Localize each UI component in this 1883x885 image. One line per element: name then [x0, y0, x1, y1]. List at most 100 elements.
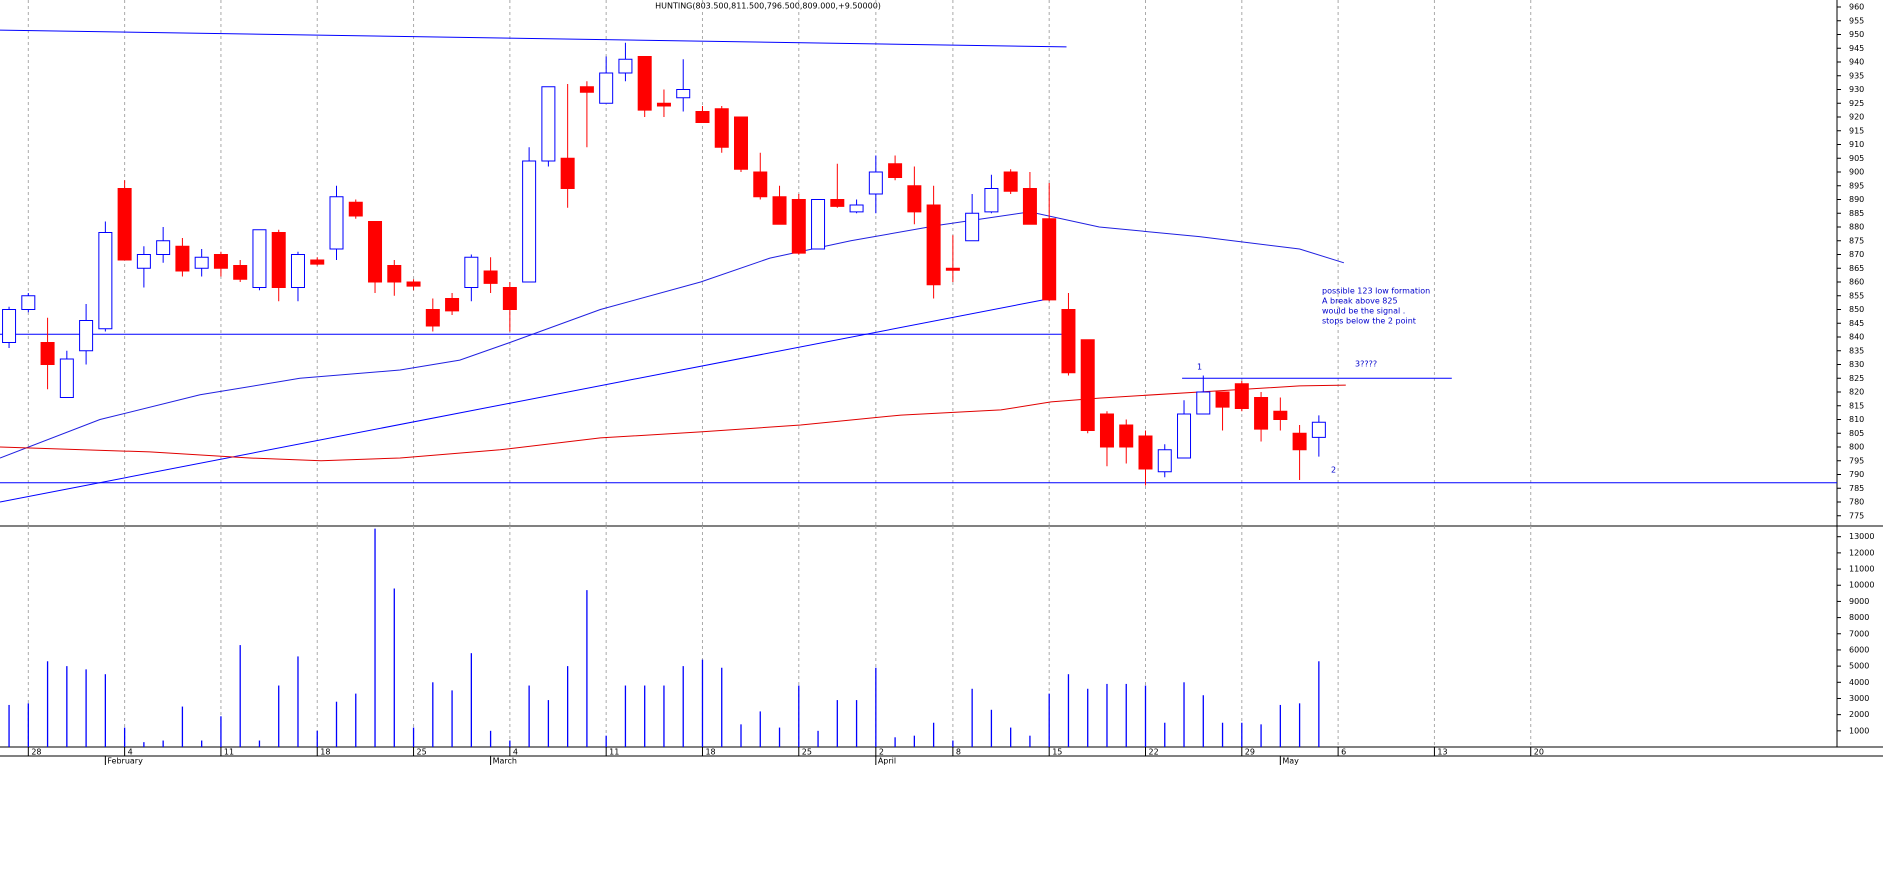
- x-tick-label: 29: [1245, 748, 1255, 757]
- candle-body: [1196, 391, 1211, 415]
- note-line: A break above 825: [1322, 297, 1398, 306]
- x-tick-label: 22: [1149, 748, 1159, 757]
- x-tick-label: 18: [705, 748, 715, 757]
- y-tick-label: 875: [1849, 236, 1864, 245]
- candle-body: [40, 342, 55, 365]
- candle-body: [811, 199, 826, 250]
- x-tick-label: 25: [802, 748, 812, 757]
- candle-body: [637, 56, 652, 111]
- candle-body: [984, 188, 999, 213]
- y-tick-label: 1000: [1849, 726, 1869, 735]
- y-tick-label: 790: [1849, 470, 1864, 479]
- x-tick-label: 18: [320, 748, 330, 757]
- y-tick-label: 940: [1849, 58, 1864, 67]
- candle-body: [618, 58, 633, 74]
- x-month-label: February: [107, 757, 143, 766]
- y-tick-label: 800: [1849, 443, 1864, 452]
- x-tick-label: 11: [224, 748, 234, 757]
- candle-body: [271, 232, 286, 288]
- x-tick-label: 2: [879, 748, 884, 757]
- y-tick-label: 8000: [1849, 613, 1869, 622]
- candle-body: [695, 111, 710, 123]
- y-tick-label: 925: [1849, 99, 1864, 108]
- y-tick-label: 840: [1849, 333, 1864, 342]
- line: [0, 29, 1067, 48]
- candle-body: [1292, 432, 1307, 451]
- y-tick-label: 905: [1849, 154, 1864, 163]
- y-tick-label: 9000: [1849, 597, 1869, 606]
- annotation: 1: [1197, 363, 1202, 372]
- annotation: 3????: [1355, 360, 1377, 369]
- y-tick-label: 825: [1849, 374, 1864, 383]
- y-tick-label: 815: [1849, 401, 1864, 410]
- x-month-label: May: [1282, 757, 1299, 766]
- candle-body: [791, 199, 806, 254]
- y-tick-label: 885: [1849, 209, 1864, 218]
- candle-body: [1042, 218, 1057, 301]
- candle-body: [136, 254, 151, 269]
- candle-body: [310, 259, 325, 265]
- candle-body: [1099, 413, 1114, 448]
- candle-body: [156, 240, 171, 255]
- x-tick-label: 20: [1534, 748, 1544, 757]
- x-month-label: April: [878, 757, 896, 766]
- candle-body: [1022, 188, 1037, 225]
- x-tick-label: 15: [1052, 748, 1062, 757]
- y-tick-label: 860: [1849, 278, 1864, 287]
- y-tick-label: 820: [1849, 388, 1864, 397]
- x-tick-label: 6: [1341, 748, 1346, 757]
- candle-body: [290, 254, 305, 288]
- y-tick-label: 7000: [1849, 629, 1869, 638]
- y-tick-label: 5000: [1849, 662, 1869, 671]
- candle-body: [329, 196, 344, 250]
- y-tick-label: 870: [1849, 250, 1864, 259]
- y-tick-label: 810: [1849, 415, 1864, 424]
- candle-body: [734, 116, 749, 170]
- candle-body: [1080, 339, 1095, 431]
- y-tick-label: 900: [1849, 168, 1864, 177]
- y-tick-label: 930: [1849, 85, 1864, 94]
- candle-body: [59, 358, 74, 398]
- candle-body: [1119, 424, 1134, 448]
- candle-body: [406, 281, 421, 287]
- candle-body: [368, 221, 383, 283]
- y-tick-label: 13000: [1849, 532, 1874, 541]
- candle-body: [753, 171, 768, 198]
- candle-body: [945, 267, 960, 271]
- candle-body: [888, 163, 903, 178]
- candle-body: [1157, 449, 1172, 473]
- candle-body: [502, 287, 517, 310]
- y-tick-label: 945: [1849, 44, 1864, 53]
- y-tick-label: 935: [1849, 71, 1864, 80]
- candle-body: [714, 108, 729, 148]
- candle-body: [79, 320, 94, 352]
- y-tick-label: 775: [1849, 511, 1864, 520]
- candle-body: [213, 254, 228, 269]
- y-tick-label: 920: [1849, 113, 1864, 122]
- candle-body: [425, 309, 440, 327]
- y-tick-label: 955: [1849, 16, 1864, 25]
- y-tick-label: 6000: [1849, 645, 1869, 654]
- candle-body: [560, 157, 575, 189]
- y-tick-label: 895: [1849, 181, 1864, 190]
- candle-body: [676, 89, 691, 99]
- candle-body: [387, 265, 402, 283]
- y-tick-label: 910: [1849, 140, 1864, 149]
- candle-body: [1061, 309, 1076, 374]
- x-tick-label: 28: [31, 748, 41, 757]
- candle-body: [464, 256, 479, 288]
- y-tick-label: 865: [1849, 264, 1864, 273]
- y-tick-label: 785: [1849, 484, 1864, 493]
- y-tick-label: 890: [1849, 195, 1864, 204]
- candle-body: [541, 86, 556, 162]
- y-tick-label: 12000: [1849, 548, 1874, 557]
- candle-body: [868, 171, 883, 195]
- candle-body: [1138, 435, 1153, 470]
- y-tick-label: 850: [1849, 305, 1864, 314]
- candle-body: [656, 102, 671, 107]
- candle-body: [772, 196, 787, 225]
- candle-body: [233, 265, 248, 280]
- y-tick-label: 10000: [1849, 581, 1874, 590]
